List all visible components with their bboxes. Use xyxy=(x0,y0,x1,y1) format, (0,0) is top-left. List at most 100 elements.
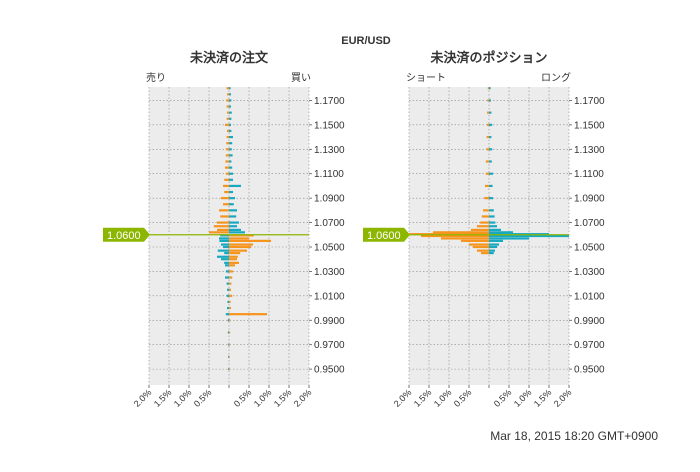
y-tick-label: 0.9900 xyxy=(314,316,345,327)
bar-right xyxy=(489,172,493,175)
bar-left xyxy=(227,129,229,133)
bar-left xyxy=(441,237,489,240)
bar-left xyxy=(485,184,489,188)
x-tick-label: 0.5% xyxy=(232,387,254,409)
bar-left xyxy=(487,99,489,102)
y-tick-label: 1.0500 xyxy=(574,242,605,253)
bar-right xyxy=(489,243,499,246)
bar-right xyxy=(229,135,233,139)
timestamp-label: Mar 18, 2015 18:20 GMT+0900 xyxy=(490,429,658,443)
bar-left xyxy=(224,190,229,194)
y-tick-label: 1.0100 xyxy=(574,291,605,302)
bar-right xyxy=(229,245,251,249)
bar-left xyxy=(225,172,229,175)
bar-left xyxy=(219,209,229,212)
bar-left xyxy=(223,245,229,249)
x-tick-label: 1.5% xyxy=(412,387,434,409)
bar-left xyxy=(217,255,229,258)
bar-right xyxy=(229,166,233,169)
bar-left xyxy=(469,243,489,246)
x-tick-label: 0.5% xyxy=(492,387,514,409)
bar-left xyxy=(481,251,489,255)
y-tick-label: 1.0900 xyxy=(574,194,605,205)
bar-right xyxy=(229,237,249,240)
bar-left xyxy=(223,184,229,188)
bar-right xyxy=(489,87,491,90)
right-side-label: ロング xyxy=(541,71,571,84)
bar-right xyxy=(229,184,241,188)
y-tick-label: 1.1700 xyxy=(314,96,345,107)
bar-right xyxy=(489,111,492,114)
bar-left xyxy=(226,135,229,139)
bar-left xyxy=(486,135,489,139)
bar-right xyxy=(229,368,230,371)
bar-left xyxy=(433,231,489,234)
y-tick-label: 1.1700 xyxy=(574,96,605,107)
bar-right xyxy=(229,209,237,212)
bar-right xyxy=(229,160,232,163)
bar-left xyxy=(217,221,229,224)
bar-left xyxy=(226,294,229,297)
bar-right xyxy=(229,111,232,114)
y-tick-label: 1.1500 xyxy=(314,120,345,131)
bar-right xyxy=(489,225,497,228)
bar-right xyxy=(229,225,237,228)
bar-right xyxy=(229,264,235,267)
bar-right xyxy=(489,184,493,188)
panel-title: 未決済の注文 xyxy=(189,50,269,65)
bar-right xyxy=(229,313,267,316)
bar-left xyxy=(217,249,229,252)
x-tick-label: 2.0% xyxy=(552,387,574,409)
y-tick-label: 1.0300 xyxy=(574,267,605,278)
bar-left xyxy=(227,331,229,334)
y-tick-label: 1.0100 xyxy=(314,291,345,302)
bar-left xyxy=(224,261,229,264)
x-tick-label: 1.0% xyxy=(172,387,194,409)
bar-right xyxy=(229,261,239,264)
y-tick-label: 1.0300 xyxy=(314,267,345,278)
bar-left xyxy=(226,282,229,285)
bar-left xyxy=(225,160,229,163)
current-rate-label: 1.0600 xyxy=(107,230,141,242)
bar-right xyxy=(229,105,231,108)
x-tick-label: 1.0% xyxy=(432,387,454,409)
bar-right xyxy=(229,234,254,237)
current-rate-label: 1.0600 xyxy=(367,230,401,242)
bar-left xyxy=(225,148,229,151)
y-tick-label: 1.0700 xyxy=(314,218,345,229)
left-side-label: ショート xyxy=(406,73,446,84)
bar-left xyxy=(484,197,489,200)
y-tick-label: 1.1100 xyxy=(574,169,604,180)
chart-main-title: EUR/USD xyxy=(341,35,391,47)
bar-left xyxy=(227,93,229,96)
y-tick-label: 0.9700 xyxy=(314,340,345,351)
bar-left xyxy=(485,160,489,163)
bar-left xyxy=(227,300,229,304)
bar-left xyxy=(228,368,229,371)
bar-left xyxy=(221,258,229,261)
bar-right xyxy=(489,245,497,249)
bar-left xyxy=(480,221,489,224)
bar-right xyxy=(229,221,239,224)
bar-right xyxy=(229,123,231,126)
bar-left xyxy=(219,239,229,242)
bar-left xyxy=(477,225,489,228)
bar-right xyxy=(489,99,491,102)
bar-left xyxy=(421,234,489,238)
bar-right xyxy=(229,239,271,242)
x-tick-label: 2.0% xyxy=(292,387,314,409)
bar-right xyxy=(229,148,232,151)
bar-right xyxy=(489,251,494,255)
bar-right xyxy=(229,300,231,304)
bar-left xyxy=(228,355,229,359)
bar-left xyxy=(409,233,489,236)
x-tick-label: 1.0% xyxy=(252,387,274,409)
bar-left xyxy=(487,123,489,126)
bar-right xyxy=(229,228,241,231)
bar-left xyxy=(225,276,229,279)
bar-left xyxy=(483,209,489,212)
x-tick-label: 2.0% xyxy=(132,387,154,409)
bar-left xyxy=(225,313,229,316)
bar-right xyxy=(229,343,230,346)
